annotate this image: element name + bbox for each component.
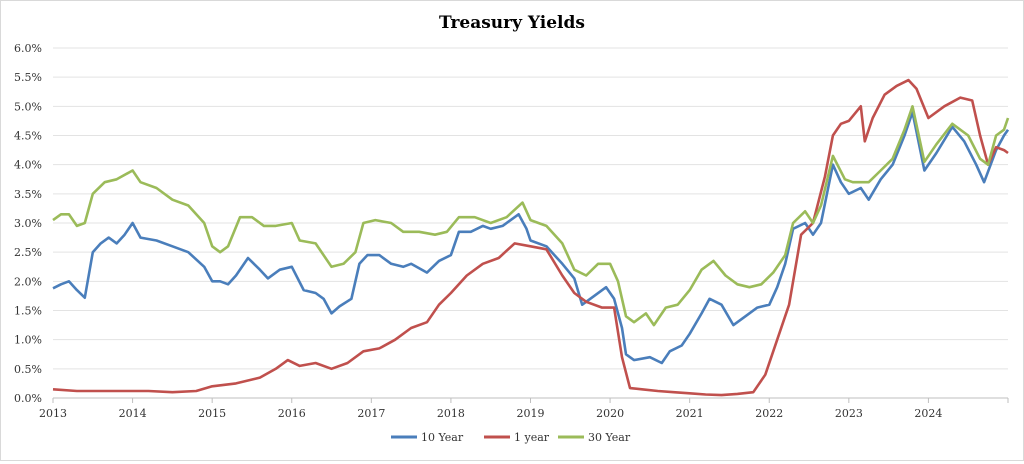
y-tick-label: 4.5% — [14, 130, 42, 143]
y-tick-label: 0.5% — [14, 363, 42, 376]
y-tick-label: 1.5% — [14, 305, 42, 318]
series-line-1-year — [52, 78, 1009, 397]
legend-label: 30 Year — [588, 431, 631, 444]
y-tick-label: 4.0% — [14, 159, 42, 172]
y-tick-label: 2.5% — [14, 246, 42, 259]
series-line-10-year — [52, 110, 1010, 365]
x-tick-label: 2019 — [517, 407, 545, 420]
x-axis: 2013 2014 2015 2016 2017 2018 2019 2020 2021 2022… — [39, 398, 1009, 420]
y-tick-label: 0.0% — [14, 392, 42, 405]
series-line-30-year — [52, 105, 1010, 327]
y-tick-label: 5.5% — [14, 71, 42, 84]
legend-label: 1 year — [514, 431, 550, 444]
y-tick-label: 6.0% — [14, 42, 42, 55]
y-tick-label: 1.0% — [14, 334, 42, 347]
y-axis: 0.0% 0.5% 1.0% 1.5% 2.0% 2.5% 3.0% 3.5% 4.0% 4.5%… — [14, 42, 42, 405]
x-tick-label: 2023 — [835, 407, 863, 420]
legend-label: 10 Year — [421, 431, 464, 444]
x-tick-label: 2024 — [914, 407, 942, 420]
x-tick-label: 2017 — [357, 407, 385, 420]
y-tick-label: 3.5% — [14, 188, 42, 201]
gridlines — [53, 47, 1008, 399]
x-tick-label: 2021 — [676, 407, 704, 420]
x-tick-label: 2015 — [198, 407, 226, 420]
y-tick-label: 2.0% — [14, 275, 42, 288]
series-lines — [52, 78, 1010, 397]
chart-title: Treasury Yields — [439, 13, 585, 33]
x-tick-label: 2014 — [119, 407, 147, 420]
y-tick-label: 5.0% — [14, 100, 42, 113]
legend: 10 Year 1 year 30 Year — [391, 431, 631, 444]
x-tick-label: 2020 — [596, 407, 624, 420]
x-tick-label: 2013 — [39, 407, 67, 420]
y-tick-label: 3.0% — [14, 217, 42, 230]
x-tick-label: 2018 — [437, 407, 465, 420]
x-tick-label: 2016 — [278, 407, 306, 420]
x-tick-label: 2022 — [755, 407, 783, 420]
